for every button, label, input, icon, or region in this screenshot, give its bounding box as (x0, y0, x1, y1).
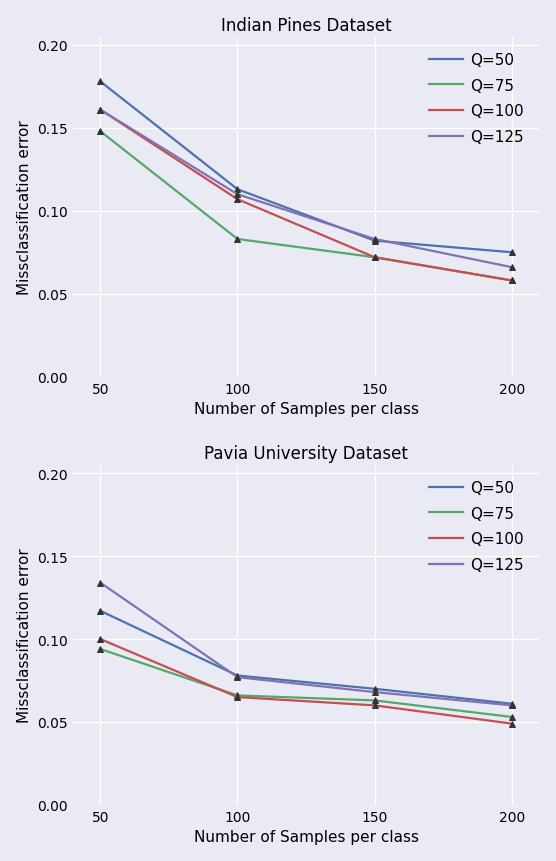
Q=50 (97, 77, 103, 88)
Title: Pavia University Dataset: Pavia University Dataset (204, 444, 408, 462)
Line: Q=50: Q=50 (97, 79, 515, 257)
Q=125 (234, 189, 241, 200)
Q=50 (371, 236, 378, 246)
Q=100 (371, 700, 378, 710)
Q=125 (371, 687, 378, 697)
Q=125 (509, 700, 515, 710)
X-axis label: Number of Samples per class: Number of Samples per class (193, 401, 419, 417)
Q=75 (371, 696, 378, 706)
Line: Q=100: Q=100 (97, 107, 515, 285)
Q=50 (97, 606, 103, 616)
Y-axis label: Missclassification error: Missclassification error (17, 548, 32, 722)
Q=125 (97, 105, 103, 115)
Q=100 (97, 634, 103, 644)
Q=100 (509, 719, 515, 729)
Q=50 (509, 248, 515, 258)
Line: Q=100: Q=100 (97, 635, 515, 728)
Q=125 (371, 234, 378, 245)
Q=50 (371, 684, 378, 694)
Legend: Q=50, Q=75, Q=100, Q=125: Q=50, Q=75, Q=100, Q=125 (421, 45, 532, 152)
Line: Q=50: Q=50 (97, 608, 515, 708)
Q=50 (234, 185, 241, 195)
Q=75 (97, 644, 103, 654)
Q=125 (234, 672, 241, 683)
Q=75 (509, 712, 515, 722)
Q=75 (234, 691, 241, 701)
Q=100 (97, 105, 103, 115)
Q=75 (97, 127, 103, 137)
Line: Q=75: Q=75 (97, 128, 515, 285)
Q=75 (234, 234, 241, 245)
Q=100 (371, 253, 378, 263)
Y-axis label: Missclassification error: Missclassification error (17, 121, 32, 294)
Q=75 (509, 276, 515, 287)
Q=75 (371, 253, 378, 263)
Q=50 (234, 671, 241, 681)
Title: Indian Pines Dataset: Indian Pines Dataset (221, 16, 391, 34)
Q=125 (97, 578, 103, 588)
Q=100 (234, 195, 241, 205)
Q=100 (509, 276, 515, 287)
X-axis label: Number of Samples per class: Number of Samples per class (193, 829, 419, 845)
Q=50 (509, 699, 515, 709)
Legend: Q=50, Q=75, Q=100, Q=125: Q=50, Q=75, Q=100, Q=125 (421, 473, 532, 580)
Line: Q=75: Q=75 (97, 646, 515, 721)
Line: Q=125: Q=125 (97, 107, 515, 271)
Line: Q=125: Q=125 (97, 579, 515, 709)
Q=125 (509, 263, 515, 273)
Q=100 (234, 692, 241, 703)
